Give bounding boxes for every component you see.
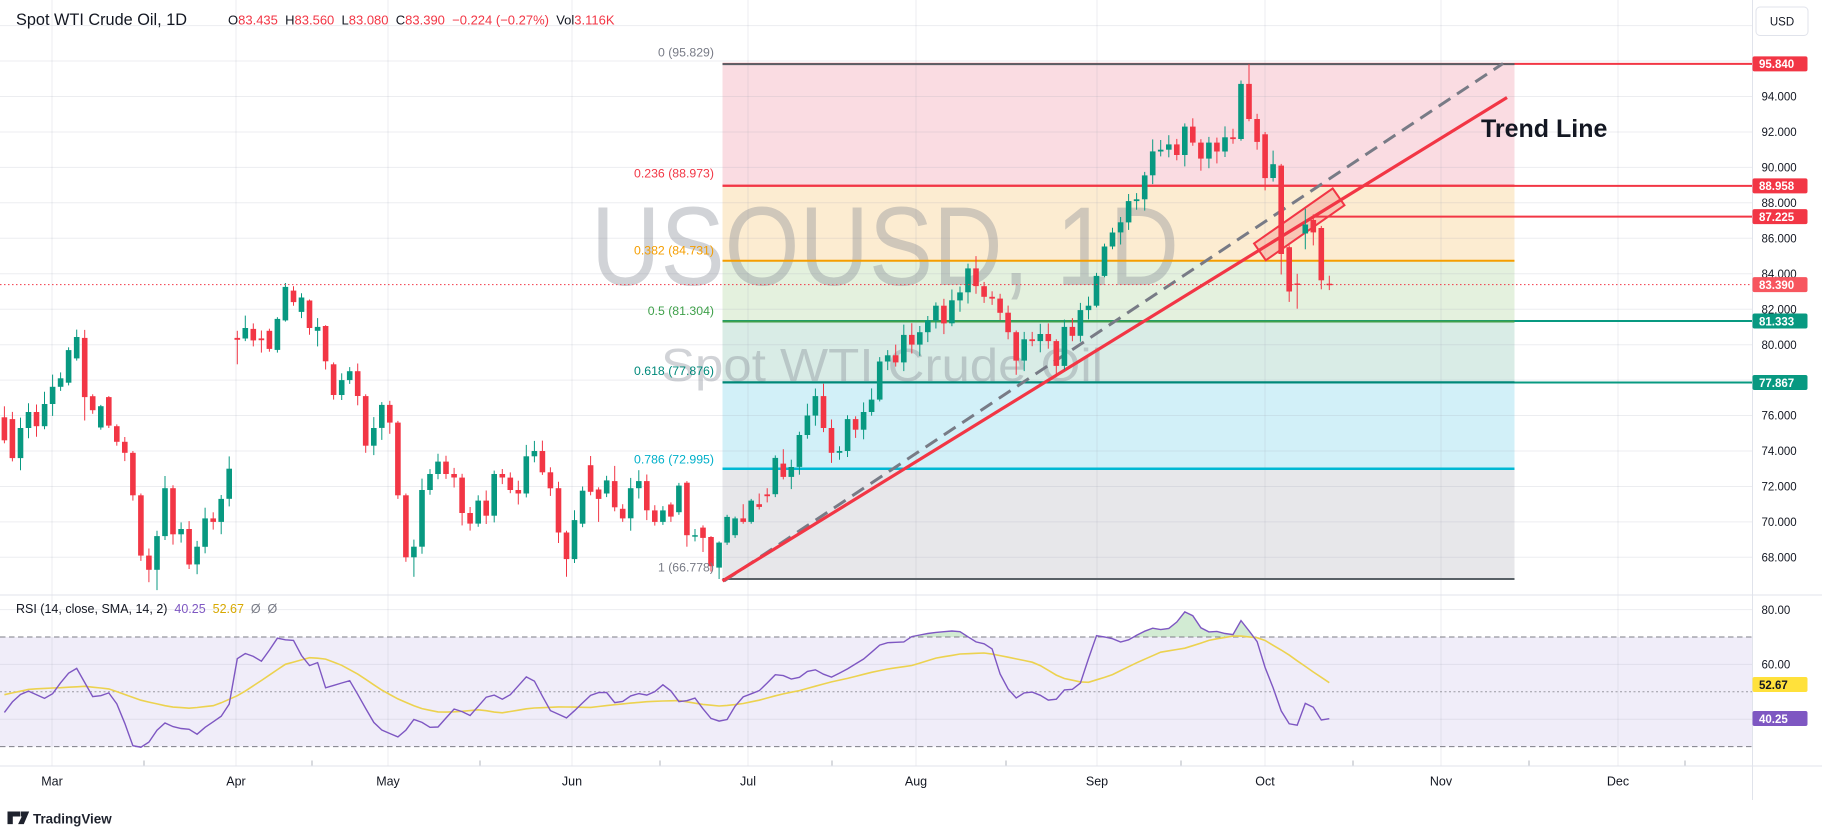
svg-text:87.225: 87.225 xyxy=(1759,212,1795,224)
svg-text:86.000: 86.000 xyxy=(1762,234,1797,246)
svg-text:Dec: Dec xyxy=(1607,775,1629,789)
svg-text:1 (66.778): 1 (66.778) xyxy=(658,560,714,574)
svg-text:74.000: 74.000 xyxy=(1762,446,1797,458)
svg-text:95.840: 95.840 xyxy=(1759,59,1794,71)
svg-text:Aug: Aug xyxy=(905,775,927,789)
svg-text:Mar: Mar xyxy=(41,775,63,789)
svg-text:0.236 (88.973): 0.236 (88.973) xyxy=(634,166,714,180)
svg-text:0.382 (84.731): 0.382 (84.731) xyxy=(634,244,714,258)
svg-text:Spot WTI Crude Oil, 1D: Spot WTI Crude Oil, 1D xyxy=(16,11,187,29)
svg-text:76.000: 76.000 xyxy=(1762,411,1797,423)
svg-text:72.000: 72.000 xyxy=(1762,482,1797,494)
svg-text:88.958: 88.958 xyxy=(1759,181,1795,193)
svg-text:0.5 (81.304): 0.5 (81.304) xyxy=(648,304,714,318)
svg-text:77.867: 77.867 xyxy=(1759,378,1794,390)
svg-text:Oct: Oct xyxy=(1255,775,1275,789)
svg-text:81.333: 81.333 xyxy=(1759,316,1794,328)
svg-text:80.000: 80.000 xyxy=(1762,340,1797,352)
svg-text:USD: USD xyxy=(1770,17,1794,29)
svg-text:82.000: 82.000 xyxy=(1762,304,1797,316)
svg-text:88.000: 88.000 xyxy=(1762,198,1797,210)
svg-text:90.000: 90.000 xyxy=(1762,163,1797,175)
svg-text:Sep: Sep xyxy=(1086,775,1108,789)
svg-text:May: May xyxy=(376,775,400,789)
svg-text:Jun: Jun xyxy=(562,775,582,789)
svg-text:Trend Line: Trend Line xyxy=(1481,115,1608,143)
svg-text:O83.435 H83.560 L83.080 C83: O83.435 H83.560 L83.080 C83.390 −0.224 (… xyxy=(228,13,615,28)
svg-text:60.00: 60.00 xyxy=(1762,660,1791,672)
svg-text:68.000: 68.000 xyxy=(1762,553,1797,565)
svg-text:94.000: 94.000 xyxy=(1762,92,1797,104)
svg-text:40.25: 40.25 xyxy=(1759,714,1788,726)
svg-text:92.000: 92.000 xyxy=(1762,127,1797,139)
svg-text:70.000: 70.000 xyxy=(1762,517,1797,529)
svg-text:0.618 (77.876): 0.618 (77.876) xyxy=(634,364,714,378)
svg-text:USOUSD, 1D: USOUSD, 1D xyxy=(591,184,1179,309)
svg-text:0.786 (72.995): 0.786 (72.995) xyxy=(634,453,714,467)
svg-text:80.00: 80.00 xyxy=(1762,605,1791,617)
svg-text:Apr: Apr xyxy=(226,775,245,789)
svg-text:Jul: Jul xyxy=(740,775,756,789)
svg-text:52.67: 52.67 xyxy=(1759,680,1788,692)
svg-text:TradingView: TradingView xyxy=(33,812,112,827)
svg-text:RSI (14, close, SMA, 14, 2) 4: RSI (14, close, SMA, 14, 2) 40.25 52.67 … xyxy=(16,602,278,616)
svg-text:Nov: Nov xyxy=(1430,775,1453,789)
svg-text:83.390: 83.390 xyxy=(1759,280,1794,292)
svg-text:0 (95.829): 0 (95.829) xyxy=(658,45,714,59)
